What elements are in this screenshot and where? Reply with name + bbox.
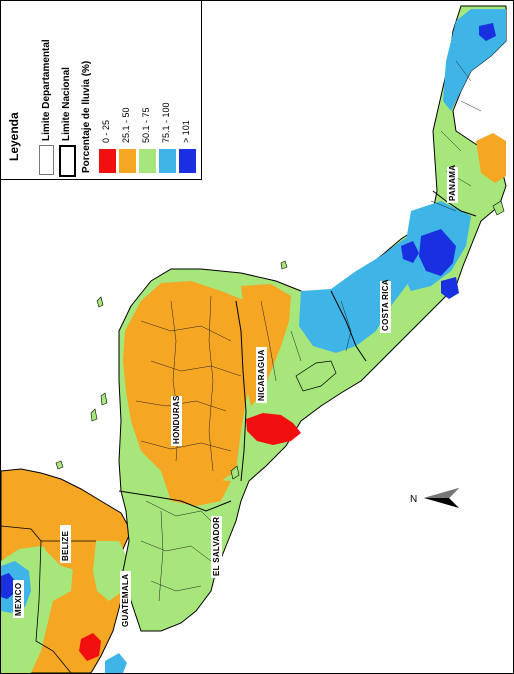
- label-costa-rica: COSTA RICA: [381, 279, 390, 331]
- swatch-limite-departamental: [39, 145, 54, 175]
- region-panama-dark-blue-2: [401, 241, 419, 263]
- swatch-class-50-75: [139, 149, 156, 173]
- north-arrow-label: N: [410, 494, 417, 505]
- label-bg-guatemala: [120, 571, 131, 629]
- label-guatemala: GUATEMALA: [121, 574, 130, 627]
- border-mexico-guatemala: [1, 525, 72, 673]
- region-honduras-orange: [123, 281, 256, 481]
- region-panama-light-blue-north: [443, 9, 506, 111]
- legend: Leyenda Limite Departamental Limite Naci…: [1, 1, 202, 180]
- islands: [55, 200, 505, 480]
- legend-label-limite-nacional: Limite Nacional: [61, 67, 72, 141]
- national-boundaries: [118, 190, 477, 512]
- departmental-boundaries: [135, 60, 482, 602]
- label-belize: BELIZE: [61, 530, 70, 561]
- legend-label-class-25-50: 25.1 - 50: [121, 107, 131, 143]
- label-bg-mexico: [13, 580, 24, 618]
- label-bg-belize: [60, 525, 71, 563]
- lake-nicaragua: [295, 360, 337, 392]
- swatch-class-over-101: [179, 149, 196, 173]
- swatch-class-25-50: [119, 149, 136, 173]
- region-mexico-dark-blue: [1, 573, 15, 599]
- label-mexico: MEXICO: [14, 583, 23, 616]
- region-nicaragua-red: [246, 413, 301, 445]
- label-honduras: HONDURAS: [172, 395, 181, 444]
- label-el-salvador: EL SALVADOR: [212, 517, 221, 576]
- region-guatemala-red: [79, 633, 101, 661]
- region-panama-dark-blue-3: [441, 277, 459, 299]
- swatch-limite-nacional: [59, 145, 76, 177]
- legend-label-class-0-25: 0 - 25: [101, 119, 111, 143]
- legend-rain-title: Porcentaje de lluvia (%): [81, 60, 92, 173]
- legend-label-limite-departamental: Limite Departamental: [41, 39, 52, 141]
- region-panama-dark-blue-1: [419, 229, 456, 276]
- label-bg-el-salvador: [211, 516, 222, 578]
- legend-title: Leyenda: [7, 112, 21, 161]
- region-panama-orange: [476, 133, 506, 183]
- label-bg-costa-rica: [380, 281, 391, 333]
- label-bg-honduras: [171, 396, 182, 446]
- swatch-class-75-100: [159, 149, 176, 173]
- label-panama: PANAMA: [448, 165, 457, 201]
- label-bg-panama: [447, 167, 458, 203]
- north-arrow: N: [410, 488, 459, 508]
- region-nicaragua-orange: [241, 284, 291, 406]
- label-nicaragua: NICARAGUA: [257, 349, 266, 401]
- region-honduras-orange-south: [161, 471, 231, 506]
- swatch-class-0-25: [99, 149, 116, 173]
- legend-label-class-over-101: > 101: [181, 120, 191, 143]
- legend-label-class-75-100: 75.1 - 100: [161, 102, 171, 143]
- region-guatemala-south-light-blue: [105, 653, 127, 673]
- label-bg-nicaragua: [256, 347, 267, 403]
- region-panama-dark-blue-4: [479, 23, 496, 41]
- legend-label-class-50-75: 50.1 - 75: [141, 107, 151, 143]
